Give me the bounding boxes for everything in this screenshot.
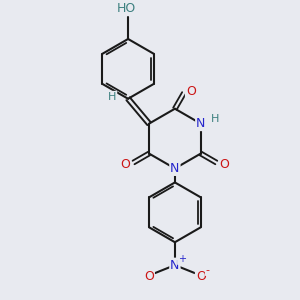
Text: HO: HO <box>116 2 136 15</box>
Text: -: - <box>206 265 210 275</box>
Text: O: O <box>219 158 229 171</box>
Text: H: H <box>211 114 219 124</box>
Text: +: + <box>178 254 186 264</box>
Text: O: O <box>144 270 154 283</box>
Text: N: N <box>170 162 180 175</box>
Text: O: O <box>196 270 206 283</box>
Text: O: O <box>186 85 196 98</box>
Text: N: N <box>196 117 206 130</box>
Text: O: O <box>121 158 130 171</box>
Text: H: H <box>108 92 116 102</box>
Text: N: N <box>170 259 180 272</box>
